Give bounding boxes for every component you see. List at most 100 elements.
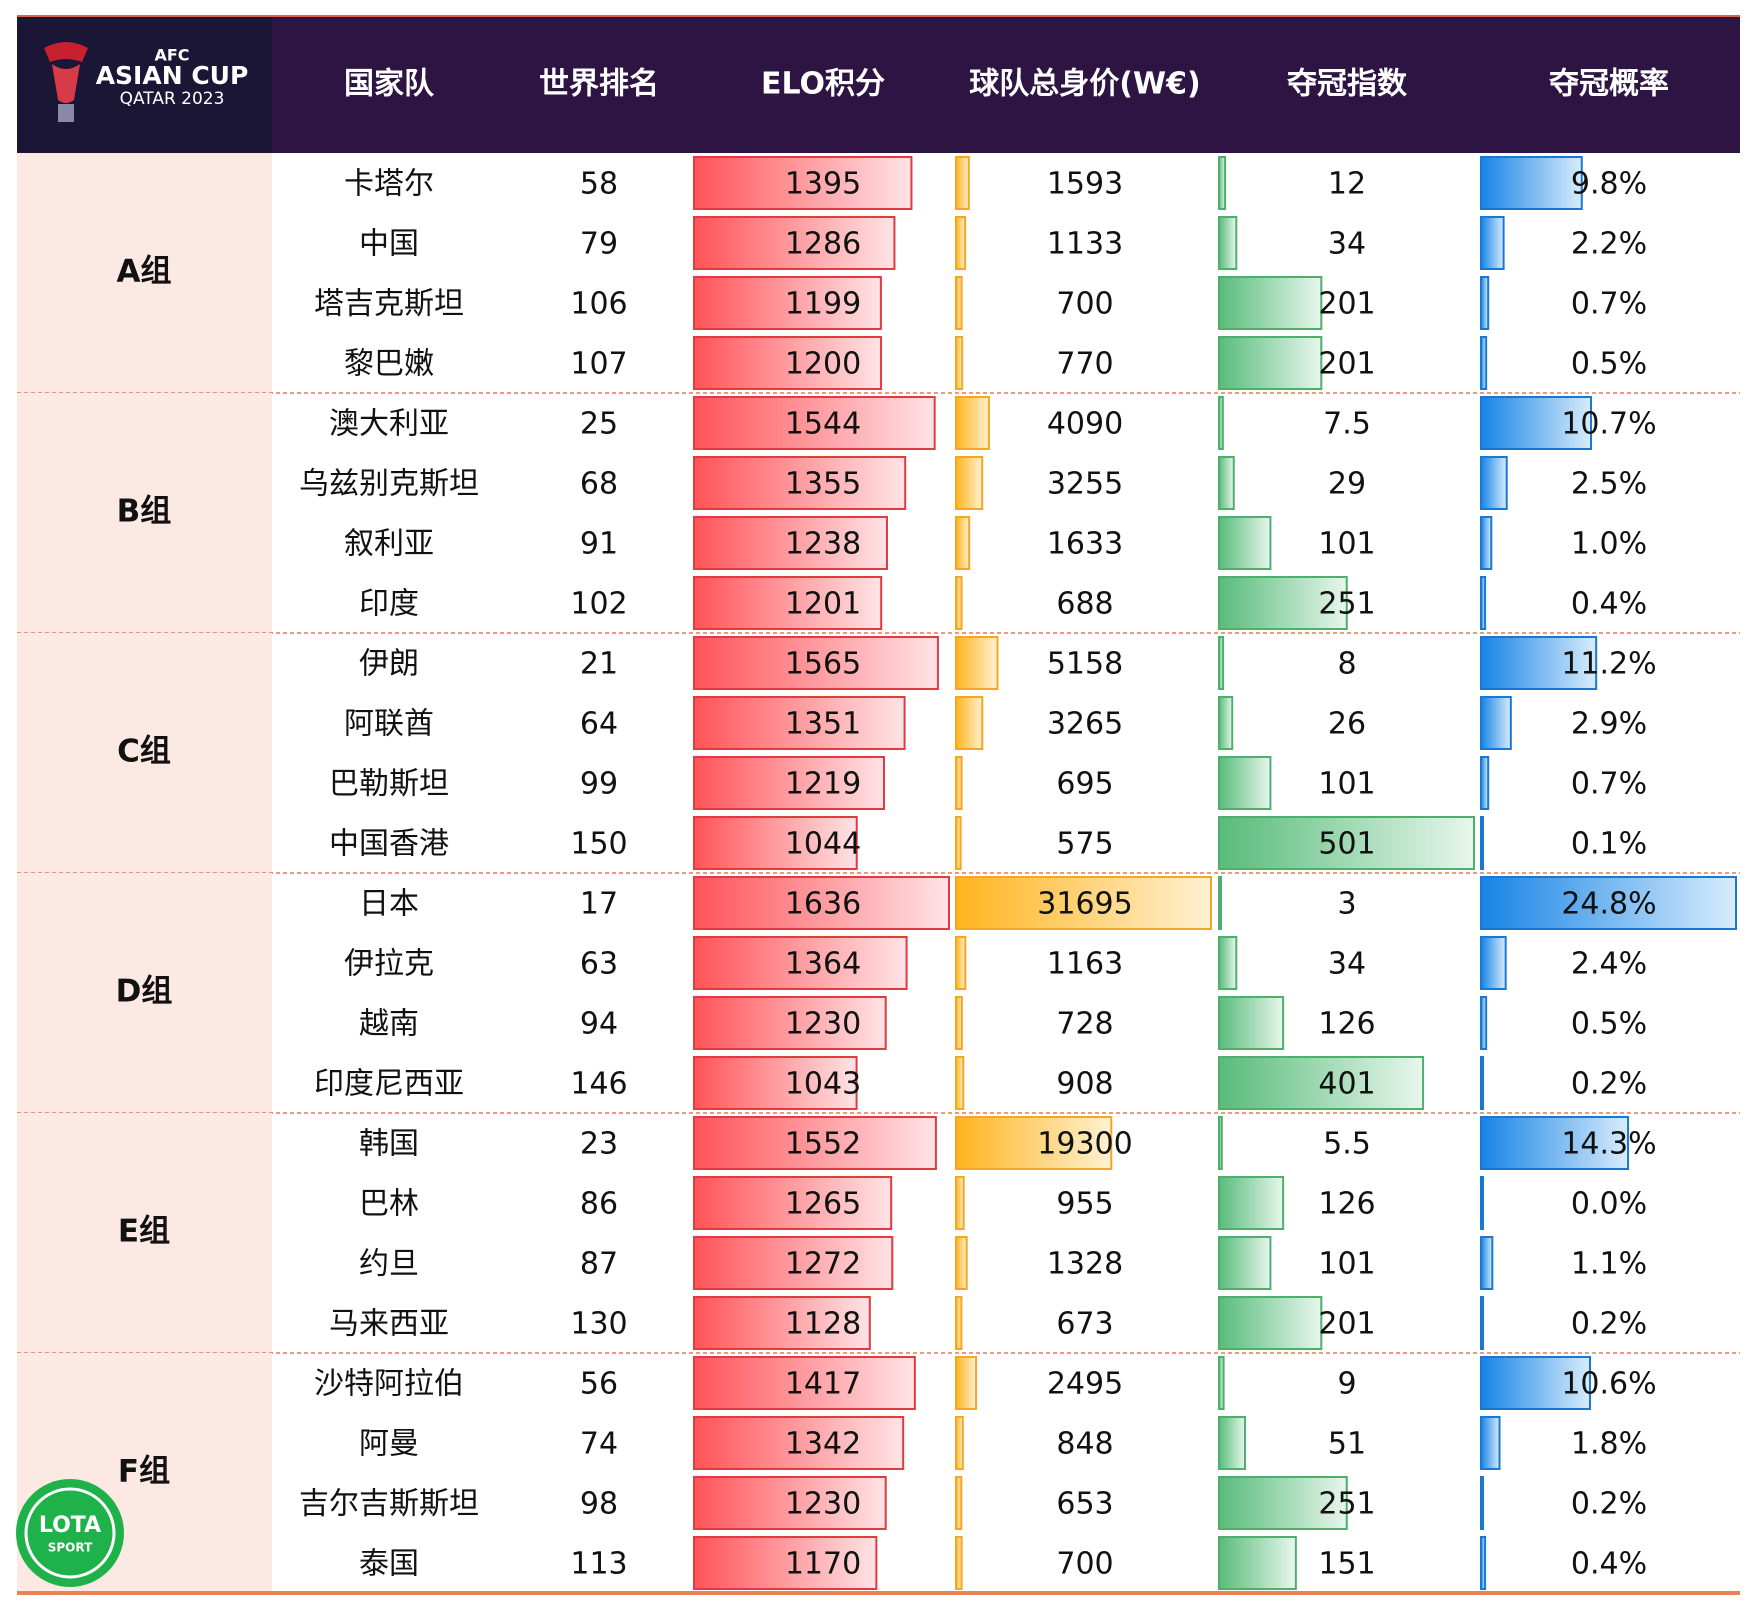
cell-text: 34 — [1328, 227, 1366, 262]
data-bar — [1480, 396, 1593, 450]
data-bar — [693, 996, 887, 1050]
group-cell — [17, 873, 272, 1113]
data-bar — [693, 936, 908, 990]
bottom-rule — [17, 1591, 1740, 1595]
cell-text: 1417 — [785, 1367, 861, 1402]
cell-text: 1.8% — [1571, 1427, 1647, 1462]
data-bar — [1218, 1176, 1285, 1230]
cell-text: 113 — [570, 1547, 627, 1582]
data-bar — [1218, 156, 1227, 210]
cell-text: 10.6% — [1561, 1367, 1656, 1402]
cell-text: 乌兹别克斯坦 — [299, 467, 479, 502]
data-bar — [955, 1176, 965, 1230]
column-header: 夺冠指数 — [1287, 67, 1408, 102]
cell-text: 越南 — [359, 1007, 419, 1042]
cell-text: 56 — [580, 1367, 618, 1402]
data-bar — [1480, 336, 1488, 390]
data-bar — [1218, 456, 1235, 510]
cell-text: 10.7% — [1561, 407, 1656, 442]
group-label: B组 — [117, 494, 172, 530]
column-header: 夺冠概率 — [1549, 67, 1669, 102]
data-bar — [693, 1236, 894, 1290]
group-label: E组 — [118, 1214, 170, 1250]
data-bar — [1480, 936, 1507, 990]
cell-text: 1199 — [785, 287, 861, 322]
cell-text: 1355 — [785, 467, 861, 502]
cell-text: 201 — [1318, 347, 1375, 382]
cell-text: 0.7% — [1571, 287, 1647, 322]
cell-text: 63 — [580, 947, 618, 982]
data-bar — [1218, 216, 1238, 270]
cell-text: 0.2% — [1571, 1067, 1647, 1102]
cell-text: 401 — [1318, 1067, 1375, 1102]
cell-text: 1219 — [785, 767, 861, 802]
data-bar — [955, 336, 964, 390]
cell-text: 1128 — [785, 1307, 861, 1342]
data-bar — [693, 456, 907, 510]
data-bar — [1480, 636, 1598, 690]
cell-text: 中国 — [359, 227, 419, 262]
cell-text: 7.5 — [1323, 407, 1371, 442]
group-label: F组 — [118, 1454, 170, 1490]
data-bar — [1218, 756, 1272, 810]
cell-text: 9 — [1337, 1367, 1356, 1402]
top-rule — [17, 15, 1740, 17]
column-header: 球队总身价(W€) — [969, 67, 1200, 102]
watermark-text: SPORT — [48, 1541, 93, 1555]
data-bar — [1480, 1416, 1501, 1470]
cell-text: 29 — [1328, 467, 1366, 502]
cell-text: 1364 — [785, 947, 861, 982]
data-bar — [955, 156, 970, 210]
cell-text: 1544 — [785, 407, 861, 442]
cell-text: 卡塔尔 — [344, 167, 434, 202]
data-bar — [1218, 576, 1348, 630]
data-bar — [693, 1536, 878, 1590]
data-bar — [1218, 696, 1234, 750]
cell-text: 伊拉克 — [344, 947, 434, 982]
data-bar — [955, 1116, 1113, 1170]
cell-text: 2.9% — [1571, 707, 1647, 742]
cell-text: 4090 — [1047, 407, 1123, 442]
logo-text: QATAR 2023 — [120, 89, 225, 109]
data-bar — [955, 1476, 963, 1530]
cell-text: 251 — [1318, 587, 1375, 622]
cell-text: 9.8% — [1571, 167, 1647, 202]
data-bar — [1218, 936, 1238, 990]
data-bar — [693, 1416, 905, 1470]
cell-text: 101 — [1318, 527, 1375, 562]
cell-text: 728 — [1056, 1007, 1113, 1042]
group-cell — [17, 633, 272, 873]
cell-text: 1133 — [1047, 227, 1123, 262]
data-bar — [693, 816, 858, 870]
data-bar — [1218, 276, 1323, 330]
data-bar — [955, 696, 984, 750]
cell-text: 770 — [1056, 347, 1113, 382]
data-bar — [1218, 996, 1285, 1050]
cell-text: 87 — [580, 1247, 618, 1282]
cell-text: 沙特阿拉伯 — [314, 1367, 464, 1402]
data-bar — [1480, 156, 1583, 210]
data-bar — [1480, 996, 1488, 1050]
cell-text: 848 — [1056, 1427, 1113, 1462]
logo-text: AFC — [154, 46, 189, 65]
cell-text: 130 — [570, 1307, 627, 1342]
cell-text: 955 — [1056, 1187, 1113, 1222]
cell-text: 0.4% — [1571, 587, 1647, 622]
cell-text: 34 — [1328, 947, 1366, 982]
data-bar — [955, 216, 967, 270]
data-bar — [955, 456, 984, 510]
cell-text: 1593 — [1047, 167, 1123, 202]
data-bar — [1218, 396, 1224, 450]
data-bar — [1480, 1236, 1494, 1290]
cell-text: 1342 — [785, 1427, 861, 1462]
data-bar — [1218, 876, 1222, 930]
data-bar — [693, 1356, 916, 1410]
data-bar — [693, 336, 883, 390]
cell-text: 126 — [1318, 1007, 1375, 1042]
cell-text: 阿曼 — [359, 1427, 419, 1462]
column-header: 国家队 — [344, 67, 435, 102]
cell-text: 泰国 — [359, 1547, 419, 1582]
header-bar — [17, 17, 1740, 153]
cell-text: 1200 — [785, 347, 861, 382]
cell-text: 25 — [580, 407, 618, 442]
